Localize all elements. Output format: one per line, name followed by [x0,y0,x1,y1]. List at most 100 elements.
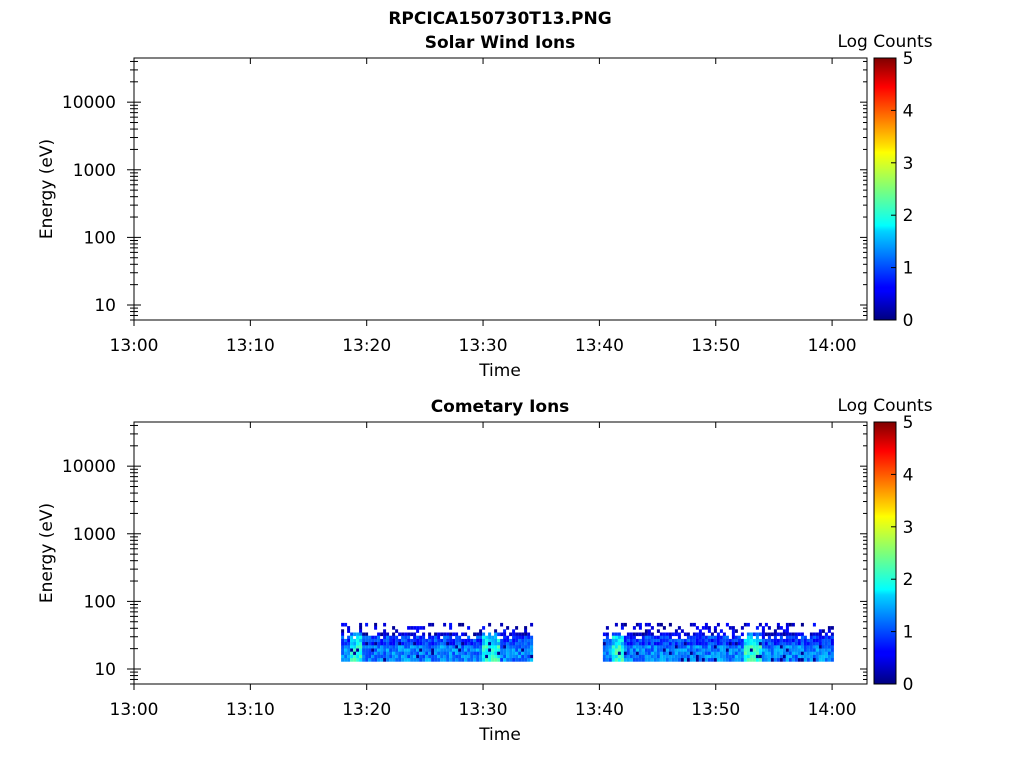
heatmap-cell [494,658,498,662]
heatmap-cell [818,654,822,659]
heatmap-cell [458,635,462,640]
heatmap-cell [806,651,810,656]
heatmap-cell [821,635,825,640]
heatmap-cell [515,638,519,643]
heatmap-cell [638,651,642,656]
heatmap-cell [767,658,771,662]
heatmap-cell [470,648,474,653]
heatmap-cell [359,629,363,633]
heatmap-cell [776,654,780,659]
heatmap-cell [518,658,522,662]
heatmap-cell [668,648,672,653]
heatmap-cell [689,622,693,627]
heatmap-cell [395,629,399,633]
heatmap-cell [527,645,531,649]
heatmap-cell [656,638,660,643]
heatmap-cell [431,658,435,662]
heatmap-cell [350,651,354,656]
heatmap-cell [758,638,762,643]
heatmap-cell [455,658,459,662]
heatmap-cell [467,638,471,643]
heatmap-cell [482,654,486,659]
heatmap-cell [521,645,525,649]
heatmap-cell [821,658,825,662]
heatmap-cell [386,642,390,646]
heatmap-cell [389,658,393,662]
heatmap-cell [509,651,513,656]
heatmap-cell [830,635,834,640]
heatmap-cell [422,651,426,656]
heatmap-cell [356,632,360,637]
heatmap-cell [713,642,717,646]
heatmap-cell [437,642,441,646]
x-tick-label: 13:00 [110,700,159,720]
heatmap-cell [434,632,438,637]
heatmap-cell [503,654,507,659]
x-tick-label: 13:00 [110,336,159,356]
heatmap-cell [416,629,420,633]
heatmap-cell [374,648,378,653]
heatmap-cell [692,645,696,649]
heatmap-cell [431,635,435,640]
heatmap-cell [362,632,366,637]
heatmap-cell [629,651,633,656]
heatmap-cell [530,645,534,649]
heatmap-cell [395,658,399,662]
heatmap-cell [470,651,474,656]
heatmap-cell [512,658,516,662]
heatmap-cell [782,645,786,649]
heatmap-cell [629,645,633,649]
heatmap-cell [800,658,804,662]
heatmap-cell [506,654,510,659]
heatmap-cell [812,622,816,627]
heatmap-cell [506,645,510,649]
heatmap-cell [800,635,804,640]
heatmap-cell [674,632,678,637]
heatmap-cell [680,645,684,649]
heatmap-cell [500,638,504,643]
heatmap-cell [710,638,714,643]
heatmap-cell [419,654,423,659]
heatmap-cell [761,626,765,630]
heatmap-cell [674,629,678,633]
heatmap-cell [824,658,828,662]
heatmap-cell [380,632,384,637]
heatmap-cell [695,638,699,643]
heatmap-cell [362,645,366,649]
heatmap-cell [773,654,777,659]
heatmap-cell [452,658,456,662]
heatmap-cell [806,645,810,649]
heatmap-cell [827,638,831,643]
heatmap-cell [500,622,504,627]
heatmap-cell [716,638,720,643]
heatmap-cell [491,658,495,662]
heatmap-cell [731,626,735,630]
heatmap-cell [740,642,744,646]
heatmap-cell [659,638,663,643]
heatmap-cell [677,626,681,630]
heatmap-cell [341,622,345,627]
heatmap-cell [503,651,507,656]
heatmap-cell [827,645,831,649]
heatmap-cell [458,658,462,662]
heatmap-cell [659,632,663,637]
heatmap-cell [611,632,615,637]
heatmap-cell [668,632,672,637]
heatmap-cell [617,658,621,662]
heatmap-cell [719,648,723,653]
heatmap-cell [686,651,690,656]
heatmap-cell [770,658,774,662]
heatmap-cell [614,638,618,643]
heatmap-cell [827,654,831,659]
heatmap-cell [608,638,612,643]
heatmap-cell [512,635,516,640]
heatmap-cell [644,638,648,643]
heatmap-cell [413,626,417,630]
heatmap-cell [350,648,354,653]
heatmap-cell [725,635,729,640]
heatmap-cell [422,648,426,653]
heatmap-cell [428,654,432,659]
heatmap-cell [392,632,396,637]
heatmap-cell [524,626,528,630]
heatmap-cell [500,654,504,659]
